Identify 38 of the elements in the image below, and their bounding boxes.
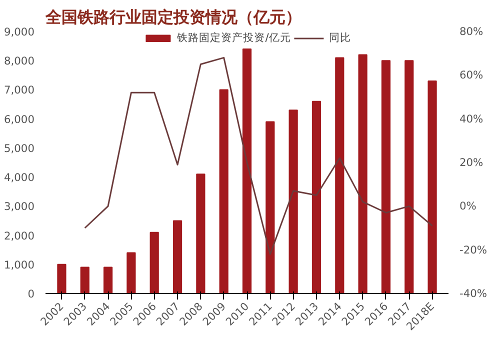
y2-tick-label: -40% <box>460 287 488 300</box>
bar <box>381 60 391 294</box>
bar <box>242 48 252 294</box>
bar <box>57 264 66 294</box>
bar <box>288 110 298 294</box>
bar <box>103 266 113 294</box>
chart-title: 全国铁路行业固定投资情况（亿元） <box>44 8 302 26</box>
y2-tick-label: 40% <box>460 112 484 126</box>
y2-tick-label: 0% <box>460 200 476 213</box>
bar <box>80 266 90 294</box>
legend-label: 同比 <box>328 31 351 45</box>
y-tick-label: 5,000 <box>4 142 35 155</box>
bar <box>219 89 228 294</box>
legend-label: 铁路固定资产投资/亿元 <box>177 31 291 45</box>
line-series <box>84 56 434 255</box>
bar <box>312 100 322 294</box>
bar <box>266 121 275 294</box>
bar <box>172 220 182 294</box>
bar <box>404 60 414 294</box>
y-tick-label: 8,000 <box>4 54 35 68</box>
y2-tick-label: 60% <box>460 68 484 82</box>
bar <box>428 80 437 294</box>
bar <box>126 252 136 294</box>
y2-tick-label: -20% <box>460 243 488 256</box>
y-tick-label: 4,000 <box>4 171 35 184</box>
bar <box>150 232 159 294</box>
y2-tick-label: 20% <box>460 156 484 169</box>
y-tick-label: 6,000 <box>4 112 35 126</box>
y-tick-label: 9,000 <box>4 26 35 38</box>
y2-tick-label: 80% <box>460 25 484 38</box>
y-tick-label: 0 <box>28 288 35 300</box>
y-tick-label: 2,000 <box>4 229 35 242</box>
bar <box>196 174 206 294</box>
bar <box>358 54 368 294</box>
y-tick-label: 3,000 <box>4 200 35 214</box>
y-tick-label: 7,000 <box>4 84 35 97</box>
bar <box>335 57 344 294</box>
y-tick-label: 1,000 <box>4 258 35 272</box>
